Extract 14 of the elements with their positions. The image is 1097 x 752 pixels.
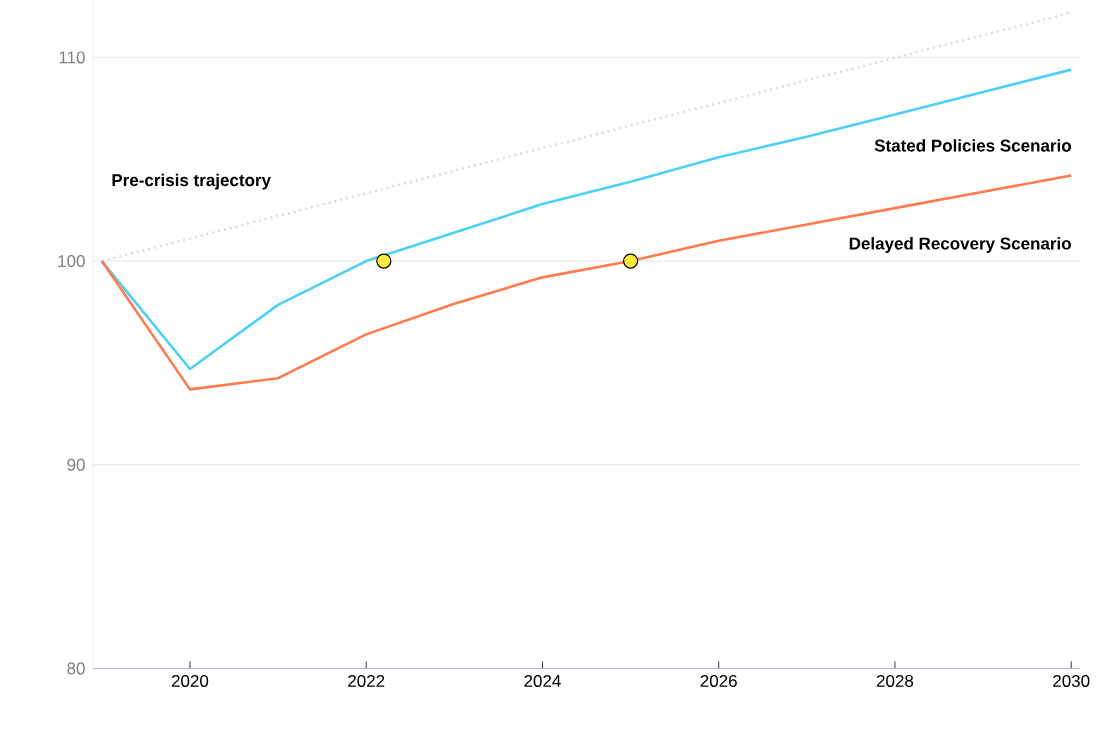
x-tick-label: 2022 xyxy=(348,674,385,687)
series-label: Delayed Recovery Scenario xyxy=(849,236,1071,253)
x-tick-label: 2024 xyxy=(524,674,561,687)
y-tick-label: 100 xyxy=(58,254,85,267)
x-tick-label: 2030 xyxy=(1053,674,1090,687)
x-tick-label: 2020 xyxy=(171,674,209,687)
series-label: Pre-crisis trajectory xyxy=(112,173,271,190)
series-label: Stated Policies Scenario xyxy=(874,138,1071,152)
y-tick-label: 90 xyxy=(67,458,85,471)
y-tick-label: 80 xyxy=(67,662,85,675)
x-tick-label: 2028 xyxy=(876,674,914,687)
x-tick-label: 2026 xyxy=(700,674,737,687)
y-tick-label: 110 xyxy=(59,51,85,64)
line-series xyxy=(100,174,1073,391)
